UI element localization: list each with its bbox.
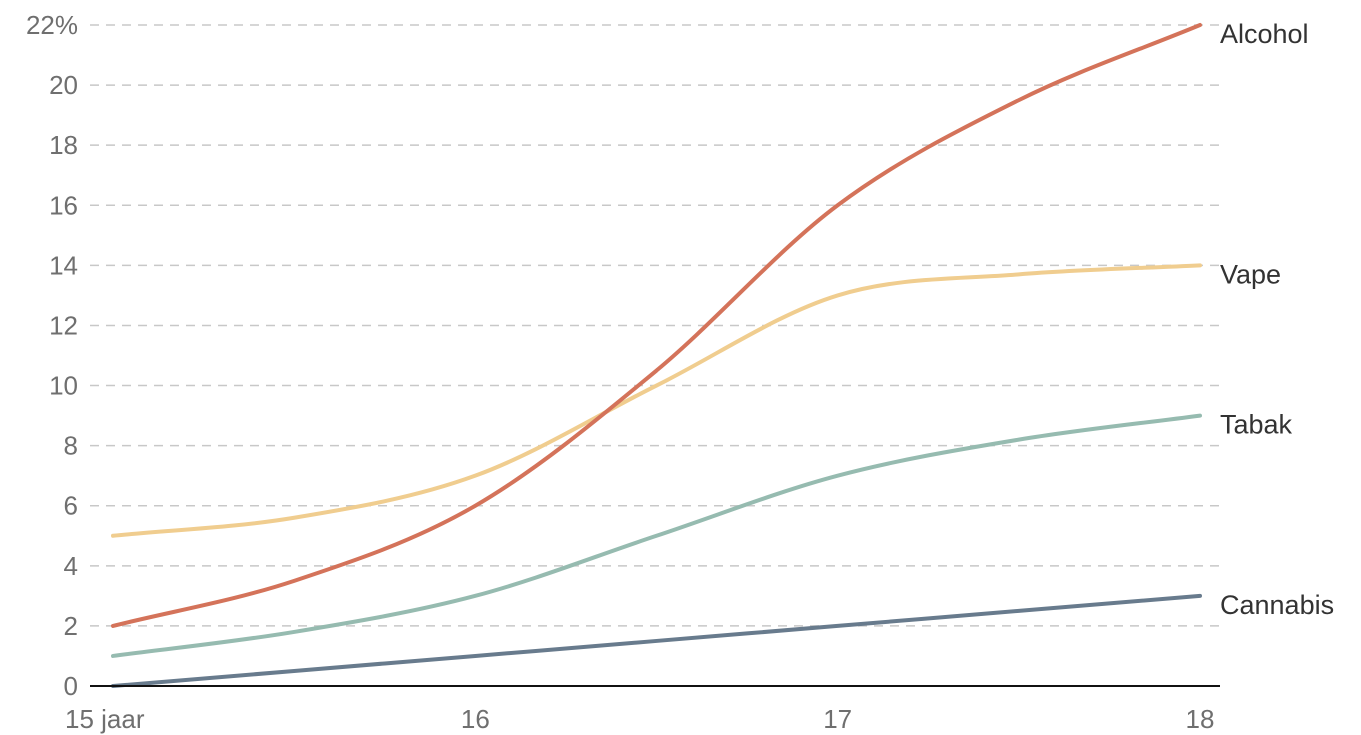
x-tick-label-16: 16 — [461, 704, 490, 734]
series-line-tabak — [111, 413, 1202, 658]
y-axis-ticks: 0 2 4 6 8 10 12 14 16 18 20 22% — [26, 10, 78, 701]
series-labels: Alcohol Vape Tabak Cannabis — [1220, 19, 1334, 620]
series-label-tabak: Tabak — [1220, 410, 1293, 440]
y-tick-label-4: 4 — [64, 551, 78, 581]
y-tick-label-2: 2 — [64, 611, 78, 641]
grid-lines — [90, 24, 1220, 627]
y-tick-label-8: 8 — [64, 431, 78, 461]
y-tick-label-16: 16 — [49, 190, 78, 220]
y-tick-label-0: 0 — [64, 671, 78, 701]
series-line-vape — [111, 263, 1202, 538]
x-tick-label-17: 17 — [823, 704, 852, 734]
x-tick-label-18: 18 — [1186, 704, 1215, 734]
y-tick-label-12: 12 — [49, 310, 78, 340]
series-line-alcohol — [111, 23, 1202, 628]
y-tick-label-20: 20 — [49, 70, 78, 100]
series-lines — [111, 23, 1202, 688]
y-tick-label-22: 22% — [26, 10, 78, 40]
y-tick-label-10: 10 — [49, 371, 78, 401]
y-tick-label-18: 18 — [49, 130, 78, 160]
y-tick-label-6: 6 — [64, 491, 78, 521]
series-label-cannabis: Cannabis — [1220, 590, 1334, 620]
x-axis-ticks: 15 jaar 16 17 18 — [65, 704, 1214, 734]
x-tick-label-15: 15 jaar — [65, 704, 145, 734]
series-line-cannabis — [111, 593, 1202, 688]
series-label-alcohol: Alcohol — [1220, 19, 1309, 49]
series-label-vape: Vape — [1220, 259, 1281, 289]
y-tick-label-14: 14 — [49, 250, 78, 280]
